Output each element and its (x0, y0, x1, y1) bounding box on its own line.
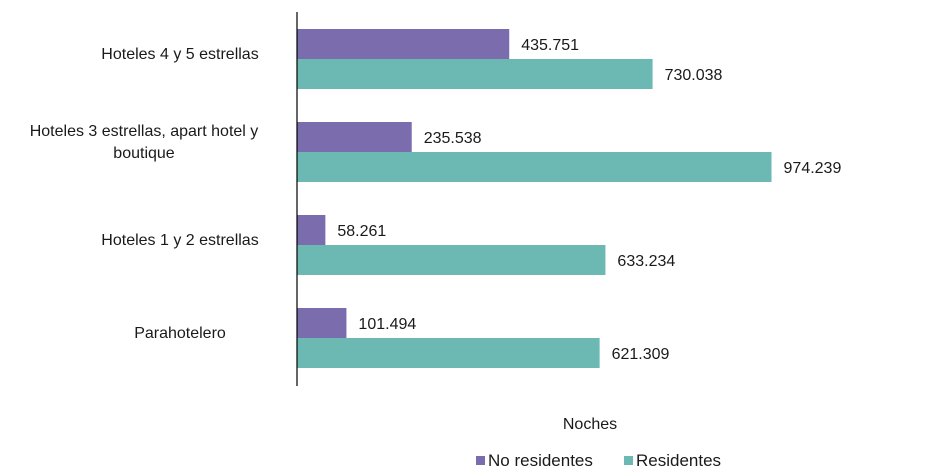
value-label-no-residentes-0: 435.751 (521, 37, 579, 54)
category-label-line: boutique (113, 145, 174, 162)
legend-swatch-residentes (624, 456, 633, 465)
legend-swatch-no-residentes (476, 456, 485, 465)
bar-no-residentes-0 (297, 29, 510, 59)
value-label-residentes-2: 633.234 (617, 253, 675, 270)
value-label-residentes-0: 730.038 (665, 67, 723, 84)
bar-residentes-1 (297, 152, 772, 182)
category-labels: Hoteles 4 y 5 estrellas Hoteles 3 estrell… (30, 46, 259, 342)
value-label-residentes-3: 621.309 (612, 346, 670, 363)
x-axis-title: Noches (563, 416, 617, 433)
bars-layer (297, 29, 772, 368)
bar-residentes-0 (297, 59, 653, 89)
value-labels: 435.751 730.038 235.538 974.239 58.261 633.23… (337, 37, 841, 363)
bar-no-residentes-1 (297, 122, 412, 152)
value-label-residentes-1: 974.239 (784, 160, 842, 177)
legend-label-residentes: Residentes (636, 451, 721, 470)
legend: No residentes Residentes (476, 451, 721, 470)
bar-no-residentes-3 (297, 308, 347, 338)
category-label-1: Hoteles 3 estrellas, apart hotel y boutiq… (30, 123, 259, 162)
value-label-no-residentes-3: 101.494 (358, 316, 416, 333)
bar-no-residentes-2 (297, 215, 326, 245)
category-label-3: Parahotelero (134, 325, 226, 342)
category-label-2: Hoteles 1 y 2 estrellas (101, 232, 258, 249)
legend-label-no-residentes: No residentes (488, 451, 593, 470)
bar-residentes-3 (297, 338, 600, 368)
bar-residentes-2 (297, 245, 606, 275)
category-label-line: Hoteles 3 estrellas, apart hotel y (30, 123, 259, 140)
value-label-no-residentes-1: 235.538 (424, 130, 482, 147)
category-label-0: Hoteles 4 y 5 estrellas (101, 46, 258, 63)
value-label-no-residentes-2: 58.261 (337, 223, 386, 240)
category-label-line: Parahotelero (134, 325, 226, 342)
category-label-line: Hoteles 4 y 5 estrellas (101, 46, 258, 63)
category-label-line: Hoteles 1 y 2 estrellas (101, 232, 258, 249)
